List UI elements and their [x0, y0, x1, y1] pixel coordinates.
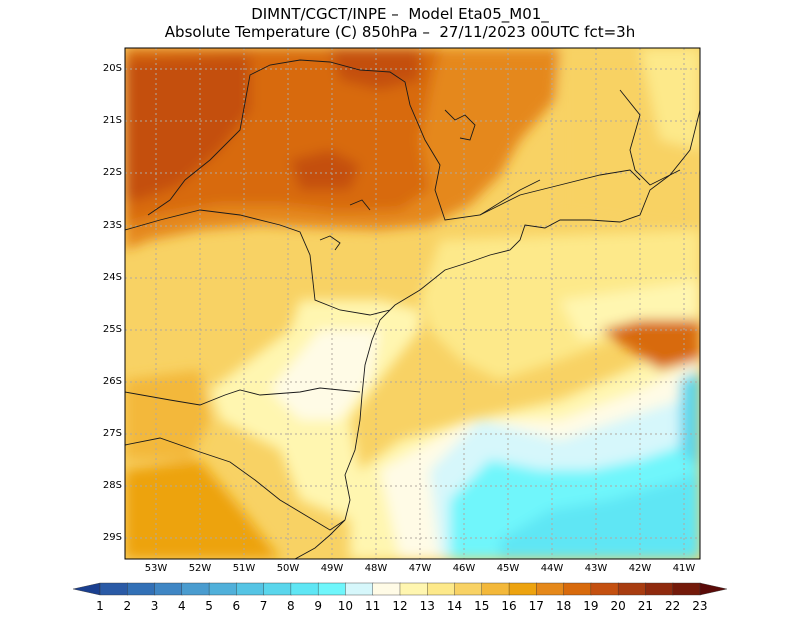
lon-label-49W: 49W [320, 563, 344, 574]
lat-label-28S: 28S [102, 480, 122, 491]
colorbar-swatch [154, 582, 183, 596]
lat-label-22S: 22S [102, 167, 122, 178]
colorbar-label: 10 [337, 599, 354, 613]
colorbar-swatch [72, 582, 101, 596]
state-border-mg-rj [479, 169, 641, 216]
coastline-south [294, 519, 346, 559]
colorbar-label: 23 [692, 599, 708, 613]
colorbar-label: 7 [259, 599, 268, 613]
lon-label-43W: 43W [584, 563, 608, 574]
state-border-mg-es [619, 89, 681, 186]
state-border-sc-rs [125, 437, 346, 531]
chart-title-line-2: Absolute Temperature (C) 850hPa – 27/11/… [164, 23, 636, 41]
colorbar-label: 19 [583, 599, 599, 613]
chart-title-line-1: DIMNT/CGCT/INPE – Model Eta05_M01_ [251, 5, 549, 23]
colorbar-label: 9 [314, 599, 322, 613]
colorbar-swatch [481, 582, 510, 596]
lon-label-52W: 52W [188, 563, 212, 574]
state-border-sp-mg [147, 59, 541, 221]
colorbar-label: 8 [287, 599, 295, 613]
colorbar-swatch [263, 582, 292, 596]
colorbar-swatch [345, 582, 374, 596]
colorbar-swatch [645, 582, 674, 596]
colorbar-label: 6 [232, 599, 241, 613]
colorbar-swatch [290, 582, 319, 596]
colorbar-label: 3 [150, 599, 159, 613]
colorbar-label: 20 [610, 599, 626, 613]
boundaries [125, 59, 700, 559]
colorbar-swatch [427, 582, 456, 596]
colorbar-swatch [617, 582, 647, 596]
lon-label-44W: 44W [540, 563, 564, 574]
lat-label-27S: 27S [102, 428, 122, 439]
colorbar-swatch [536, 582, 565, 596]
map-frame [124, 47, 701, 560]
colorbar-swatch [699, 582, 727, 596]
state-border-sp-pr [125, 209, 391, 316]
colorbar-swatch [590, 582, 619, 596]
inland-river-1 [444, 109, 476, 141]
lat-label-21S: 21S [102, 115, 122, 126]
lon-label-46W: 46W [452, 563, 476, 574]
inland-river-3 [349, 199, 371, 211]
colorbar-label: 22 [665, 599, 681, 613]
colorbar-label: 12 [392, 599, 408, 613]
lat-label-29S: 29S [102, 532, 122, 543]
lon-label-42W: 42W [628, 563, 652, 574]
colorbar-label: 13 [419, 599, 435, 613]
lon-label-45W: 45W [496, 563, 520, 574]
colorbar-label: 18 [555, 599, 572, 613]
temperature-field [125, 48, 700, 559]
colorbar-label: 4 [177, 599, 186, 613]
colorbar-swatch [372, 582, 401, 596]
state-border-pr-sc [125, 387, 361, 406]
lat-label-24S: 24S [102, 272, 122, 283]
colorbar-swatch [508, 582, 538, 596]
colorbar-label: 17 [528, 599, 544, 613]
grid-lines [125, 48, 700, 559]
lat-label-26S: 26S [102, 376, 122, 387]
lon-label-53W: 53W [144, 563, 168, 574]
lat-label-23S: 23S [102, 220, 122, 231]
colorbar-label: 11 [365, 599, 381, 613]
colorbar-label: 21 [637, 599, 654, 613]
colorbar-label: 15 [474, 599, 490, 613]
lat-label-20S: 20S [102, 63, 122, 74]
colorbar-swatch [127, 582, 156, 596]
coastline [344, 109, 700, 521]
colorbar-label: 2 [123, 599, 132, 613]
lon-label-50W: 50W [276, 563, 300, 574]
colorbar-swatch [317, 582, 347, 596]
colorbar-swatch [563, 582, 592, 596]
colorbar-label: 16 [501, 599, 517, 613]
colorbar-swatch [672, 582, 701, 596]
lat-label-25S: 25S [102, 324, 122, 335]
colorbar-swatch [208, 582, 238, 596]
inland-river-2 [319, 235, 341, 251]
colorbar-label: 1 [96, 599, 104, 613]
lon-label-51W: 51W [232, 563, 256, 574]
lon-label-48W: 48W [364, 563, 388, 574]
colorbar-swatch [99, 582, 128, 596]
colorbar-swatch [181, 582, 210, 596]
colorbar-swatch [454, 582, 483, 596]
colorbar [72, 582, 727, 596]
colorbar-label: 14 [446, 599, 463, 613]
lon-label-47W: 47W [408, 563, 432, 574]
colorbar-label: 5 [205, 599, 213, 613]
colorbar-swatch [399, 582, 428, 596]
lon-label-41W: 41W [672, 563, 696, 574]
colorbar-swatch [236, 582, 265, 596]
